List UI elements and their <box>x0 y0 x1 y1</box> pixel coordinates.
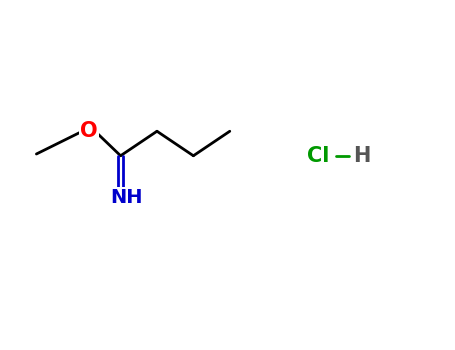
Text: O: O <box>80 121 97 141</box>
Text: Cl: Cl <box>307 146 330 166</box>
Text: NH: NH <box>110 188 142 207</box>
Text: H: H <box>353 146 370 166</box>
